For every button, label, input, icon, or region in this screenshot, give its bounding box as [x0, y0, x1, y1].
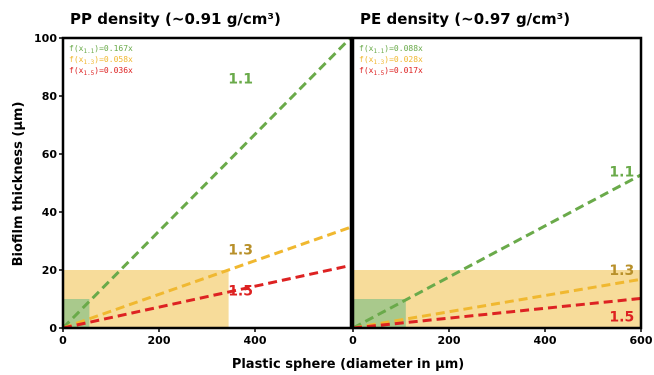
equation-label: f(x1.3)=0.028x	[359, 55, 423, 66]
x-tick-label: 600	[630, 334, 653, 347]
x-tick-label: 400	[244, 334, 267, 347]
pe-density-panel: PE density (~0.97 g/cm³) 0 200 400 600 f(x1…	[349, 10, 653, 347]
series-label-1-3: 1.3	[609, 263, 634, 279]
x-axis-label: Plastic sphere (diameter in µm)	[232, 357, 464, 372]
series-label-1-1: 1.1	[609, 164, 634, 180]
y-tick-label: 80	[42, 90, 58, 103]
x-tick-label: 400	[534, 334, 557, 347]
pe-plot-frame	[351, 36, 643, 330]
x-tick-label: 200	[438, 334, 461, 347]
y-axis-label: Biofilm thickness (µm)	[11, 102, 26, 267]
equation-label: f(x1.1)=0.167x	[69, 44, 133, 55]
x-tick-label: 0	[349, 334, 357, 347]
series-line-1-3	[63, 225, 351, 328]
y-tick-label: 20	[42, 264, 58, 277]
series-line-1-1	[353, 173, 641, 328]
equation-label: f(x1.5)=0.036x	[69, 66, 133, 77]
pp-plot-frame	[61, 36, 353, 330]
equation-label: f(x1.3)=0.058x	[69, 55, 133, 66]
series-line-1-1	[63, 38, 351, 328]
x-tick-label: 200	[148, 334, 171, 347]
y-tick-label: 60	[42, 148, 58, 161]
pp-density-panel: PP density (~0.91 g/cm³) 0 200 400 0 20 40 60 8…	[34, 10, 353, 347]
equation-label: f(x1.1)=0.088x	[359, 44, 423, 55]
pp-panel-title: PP density (~0.91 g/cm³)	[70, 10, 281, 28]
series-line-1-5	[353, 296, 641, 328]
series-line-1-3	[353, 277, 641, 328]
y-tick-label: 40	[42, 206, 58, 219]
x-tick-label: 0	[59, 334, 67, 347]
series-label-1-5: 1.5	[228, 283, 253, 299]
equation-label: f(x1.5)=0.017x	[359, 66, 423, 77]
series-label-1-5: 1.5	[609, 309, 634, 325]
series-line-1-5	[63, 263, 351, 328]
series-label-1-1: 1.1	[228, 72, 253, 88]
series-label-1-3: 1.3	[228, 243, 253, 259]
y-tick-label: 100	[34, 32, 57, 45]
y-tick-label: 0	[49, 322, 57, 335]
pe-panel-title: PE density (~0.97 g/cm³)	[360, 10, 570, 28]
